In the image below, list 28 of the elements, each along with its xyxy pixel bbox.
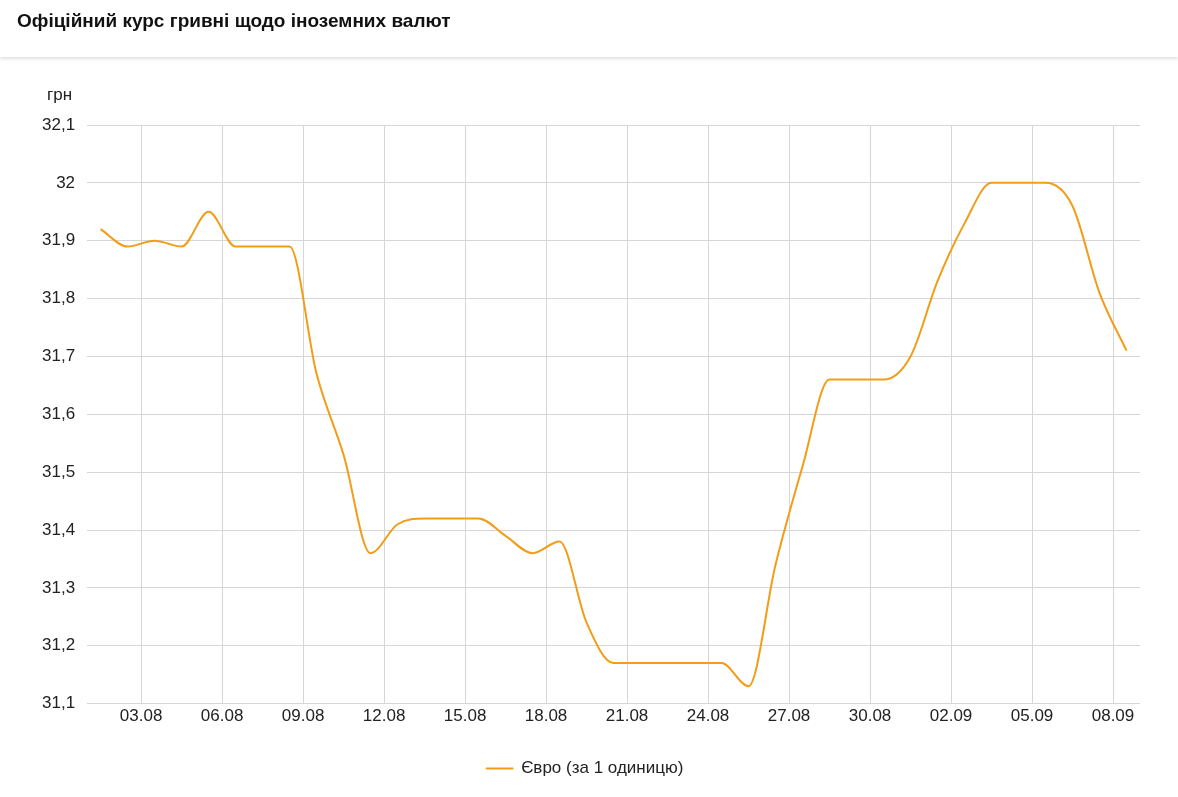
x-tick-label: 02.09: [929, 706, 973, 726]
y-tick-label: 32,1: [41, 114, 76, 134]
x-tick-label: 12.08: [362, 706, 406, 726]
x-tick-label: 21.08: [605, 706, 649, 726]
x-tick-label: 08.09: [1091, 706, 1135, 726]
x-tick-label: 27.08: [767, 706, 811, 726]
y-tick-label: 31,1: [41, 693, 76, 713]
y-tick-label: 31,2: [41, 635, 76, 655]
x-tick-label: 18.08: [524, 706, 568, 726]
x-tick-label: 30.08: [848, 706, 892, 726]
y-tick-label: 31,6: [41, 403, 76, 423]
y-tick-label: 32: [56, 172, 76, 192]
chart-title: Офіційний курс гривні щодо іноземних валют: [17, 10, 451, 32]
x-tick-label: 09.08: [281, 706, 325, 726]
y-tick-label: 31,7: [41, 346, 76, 366]
y-tick-label: 31,3: [41, 577, 76, 597]
y-tick-label: 31,4: [41, 519, 76, 539]
y-axis-title: грн: [47, 84, 73, 104]
x-tick-label: 15.08: [443, 706, 487, 726]
x-tick-label: 05.09: [1010, 706, 1054, 726]
y-tick-label: 31,8: [41, 288, 76, 308]
y-tick-label: 31,9: [41, 230, 76, 250]
x-tick-label: 06.08: [200, 706, 244, 726]
legend-label: Євро (за 1 одиницю): [521, 758, 684, 778]
y-tick-label: 31,5: [41, 461, 76, 481]
line-series: [99, 181, 1128, 688]
x-tick-label: 24.08: [686, 706, 730, 726]
x-tick-label: 03.08: [119, 706, 163, 726]
